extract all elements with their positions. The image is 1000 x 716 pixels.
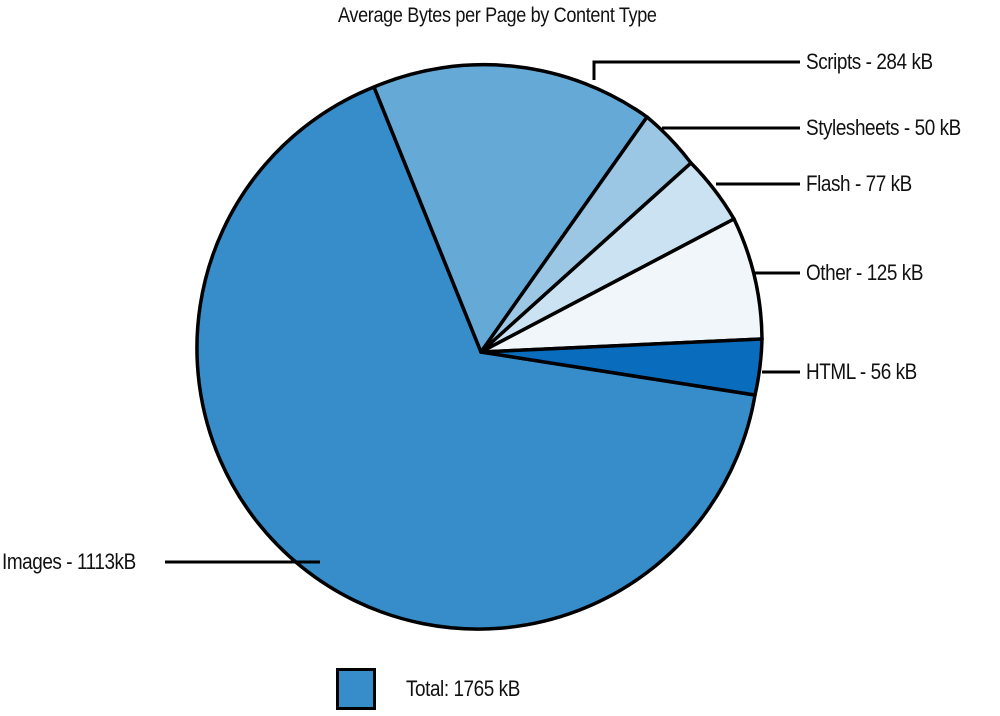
slice-images [195, 85, 757, 631]
label-other: Other - 125 kB [806, 260, 924, 285]
label-scripts: Scripts - 284 kB [806, 49, 933, 74]
slice-scripts [372, 62, 649, 354]
label-stylesheets: Stylesheets - 50 kB [806, 115, 961, 140]
chart-title: Average Bytes per Page by Content Type [338, 4, 657, 27]
label-html: HTML - 56 kB [806, 359, 917, 384]
legend-total-label: Total: 1765 kB [406, 676, 520, 701]
label-images: Images - 1113kB [2, 549, 136, 574]
leader-scripts [592, 60, 800, 80]
legend-swatch [336, 668, 376, 710]
slice-other [479, 217, 764, 354]
label-flash: Flash - 77 kB [806, 171, 912, 196]
legend: Total: 1765 kB [336, 668, 538, 710]
slice-html [479, 337, 764, 397]
